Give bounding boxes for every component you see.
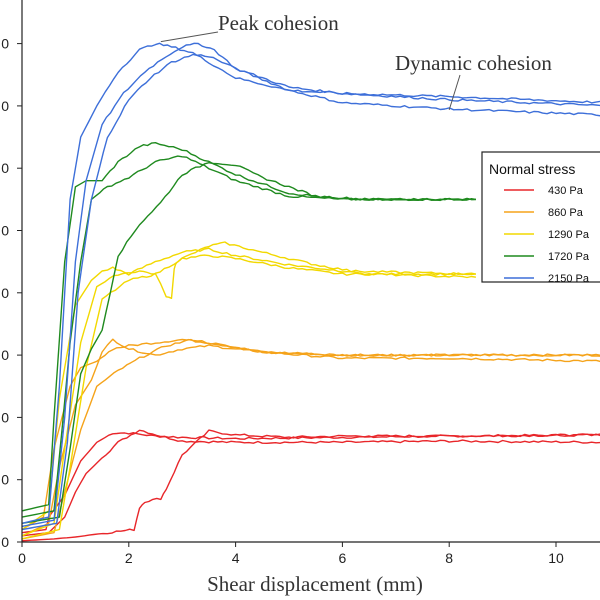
series-2150-pa-curve-3: [22, 53, 600, 531]
x-tick-label: 2: [125, 550, 133, 566]
series-1290-pa-curve-1: [22, 247, 476, 531]
y-tick-label: 0: [1, 409, 9, 425]
series-430-pa-curve-1: [22, 432, 600, 534]
legend-entry: 2150 Pa: [548, 273, 590, 285]
series-1720-pa-curve-3: [22, 161, 476, 524]
y-tick-label: 0: [1, 98, 9, 114]
y-tick-label: 0: [1, 534, 9, 550]
x-tick-label: 10: [548, 550, 564, 566]
series-430-pa-curve-2: [22, 429, 600, 537]
plot-area: [22, 42, 600, 542]
series-1720-pa-curve-2: [22, 155, 476, 518]
series-860-pa-curve-2: [22, 338, 600, 537]
x-tick-label: 0: [18, 550, 26, 566]
legend-entry: 860 Pa: [548, 207, 584, 219]
annotation-peak-leader: [160, 31, 219, 43]
annotations: Peak cohesion Dynamic cohesion: [160, 11, 552, 111]
x-tick-label: 6: [339, 550, 347, 566]
series-2150-pa-curve-1: [22, 42, 600, 524]
annotation-dynamic-leader: [448, 74, 461, 111]
series-1290-pa-curve-2: [22, 254, 477, 537]
series-1290-pa-curve-3: [22, 241, 477, 540]
x-axis-label: Shear displacement (mm): [207, 572, 423, 596]
y-tick-label: 0: [1, 223, 9, 239]
annotation-peak-cohesion: Peak cohesion: [218, 11, 339, 35]
series-2150-pa-curve-2: [22, 42, 600, 528]
annotation-dynamic-cohesion: Dynamic cohesion: [395, 51, 552, 75]
y-tick-label: 0: [1, 160, 9, 176]
series-1720-pa-curve-1: [22, 141, 477, 512]
y-tick-label: 0: [1, 472, 9, 488]
legend: Normal stress 430 Pa 860 Pa 1290 Pa 1720 Pa 2…: [481, 151, 600, 285]
legend-entry: 430 Pa: [548, 185, 584, 197]
legend-entry: 1720 Pa: [548, 251, 590, 263]
x-tick-label: 4: [232, 550, 240, 566]
legend-title: Normal stress: [489, 161, 575, 177]
series-860-pa-curve-3: [22, 338, 600, 540]
y-tick-label: 0: [1, 36, 9, 52]
y-tick-label: 0: [1, 285, 9, 301]
legend-entry: 1290 Pa: [548, 229, 590, 241]
y-tick-label: 0: [1, 347, 9, 363]
legend-box: [481, 151, 600, 283]
x-tick-label: 8: [445, 550, 453, 566]
series-430-pa-curve-3: [22, 429, 600, 542]
